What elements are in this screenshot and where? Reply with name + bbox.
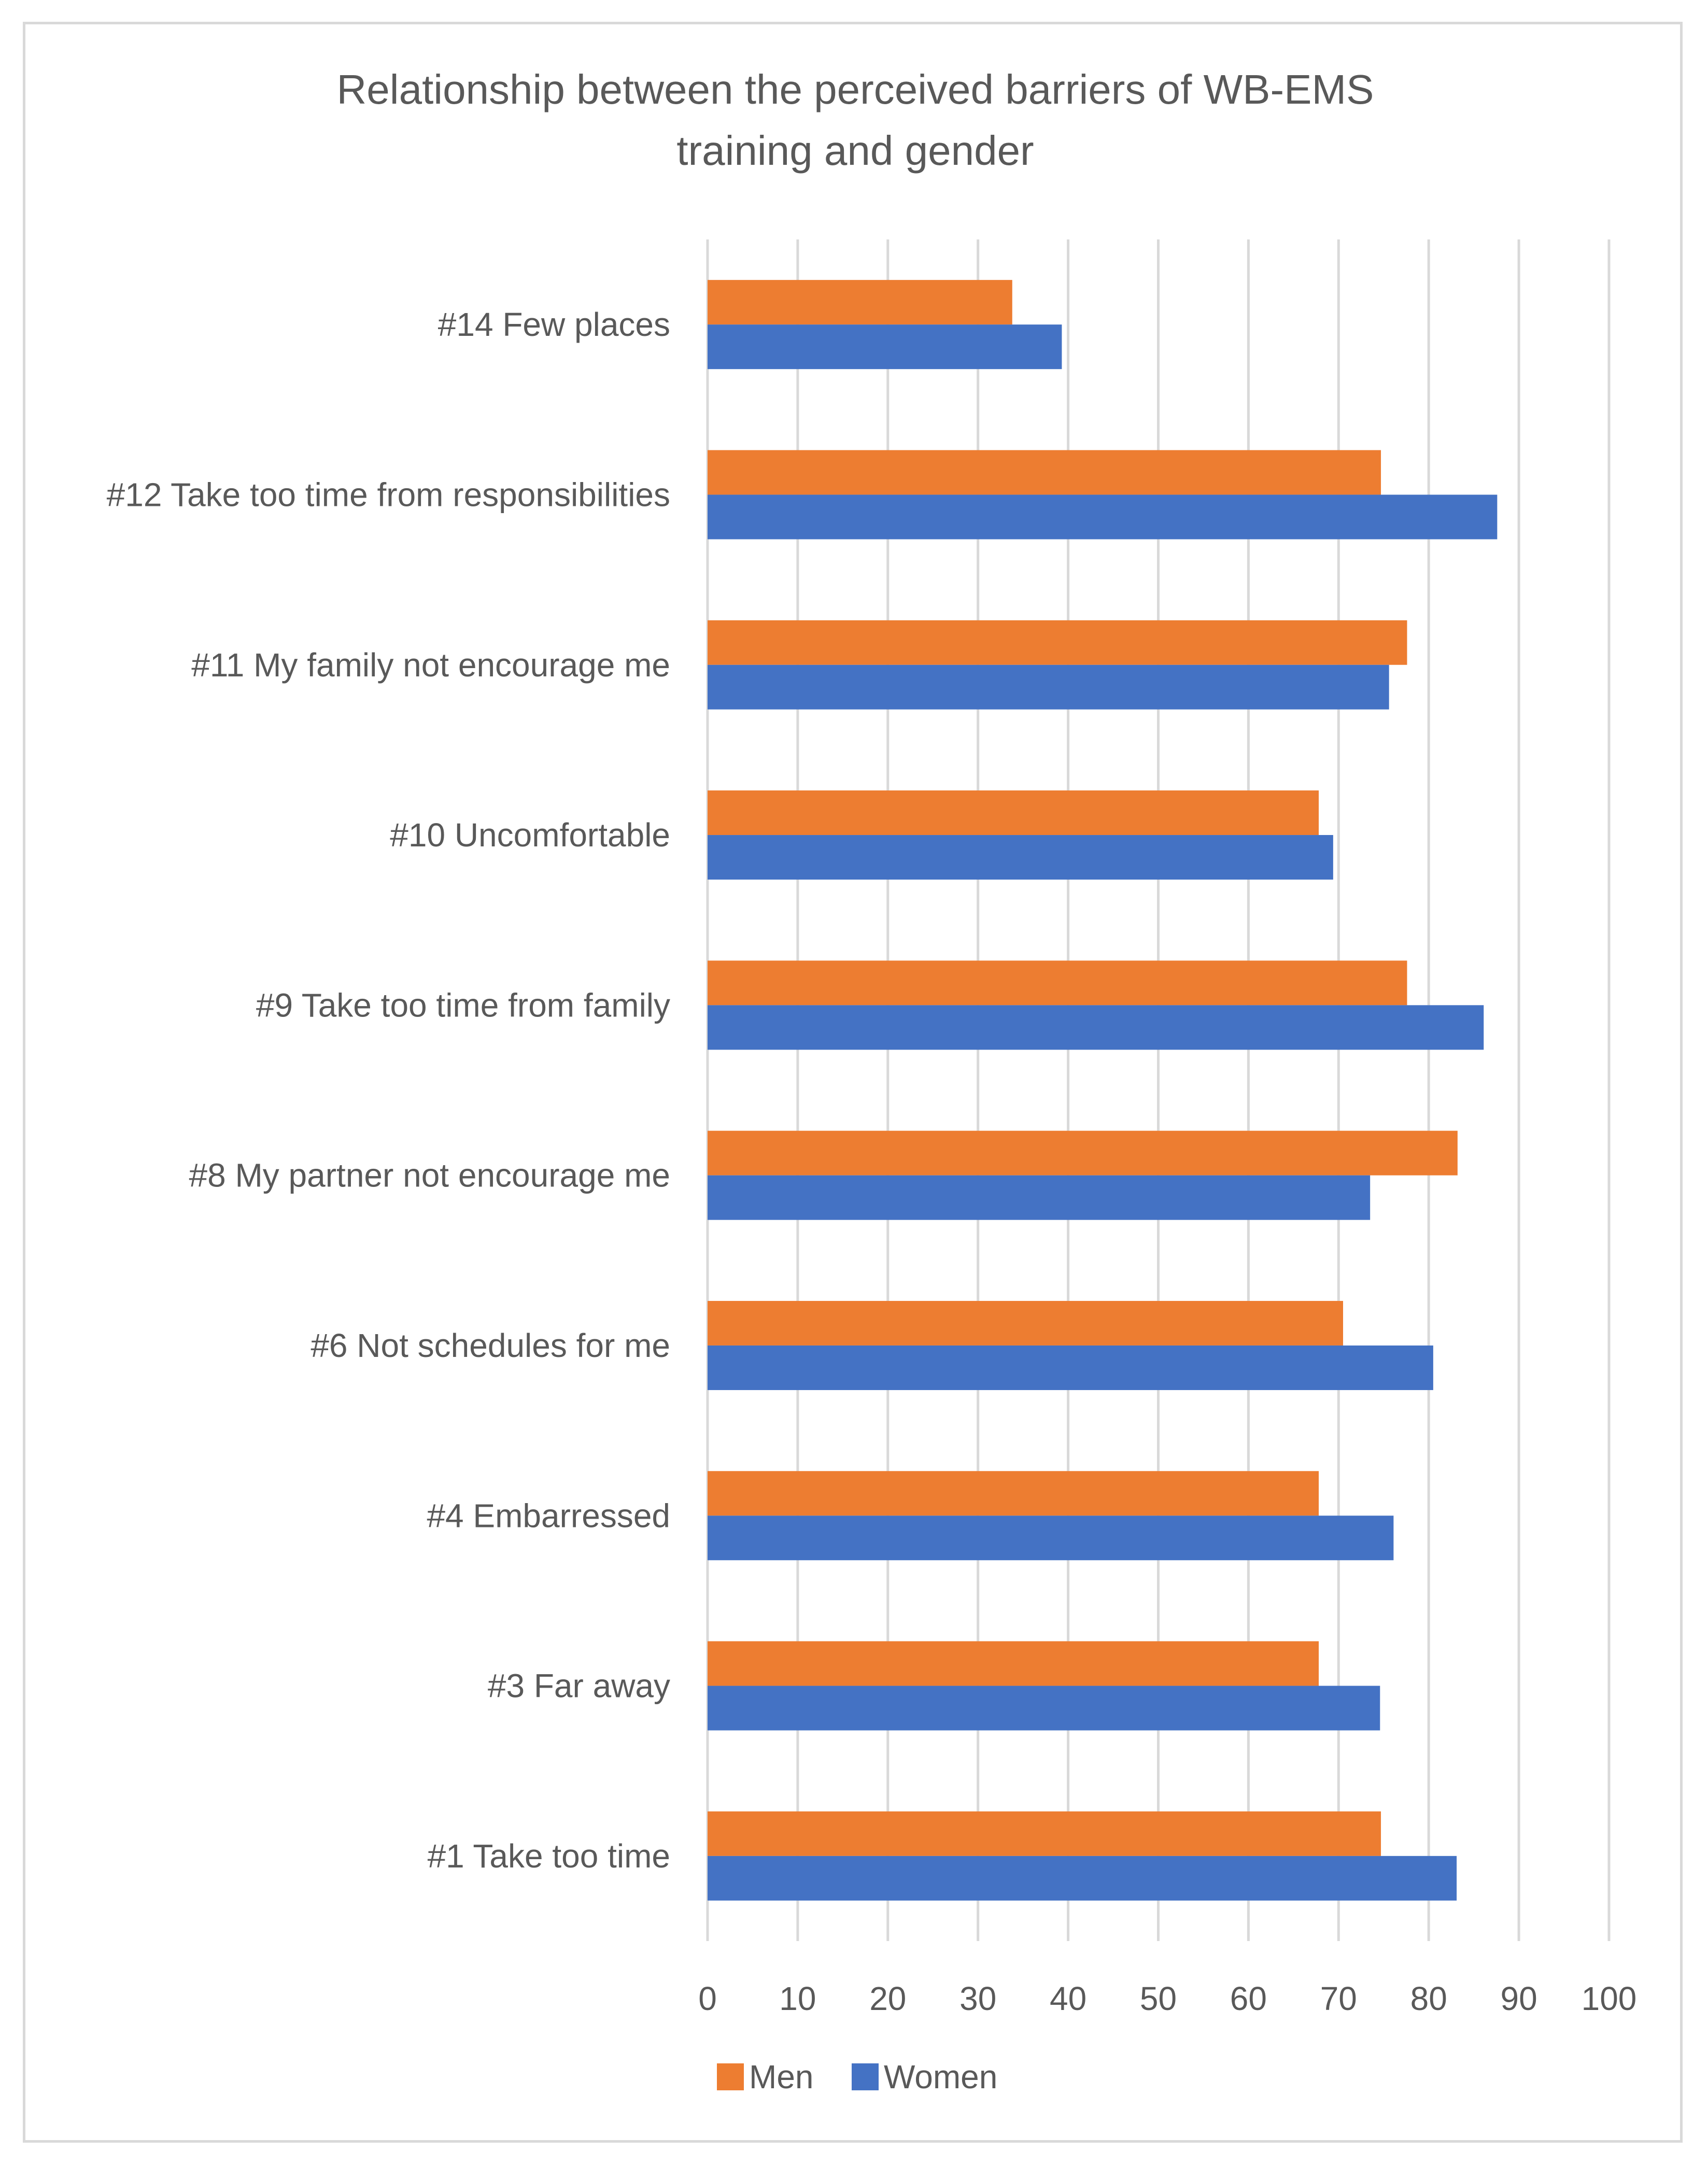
x-tick-labels: 0 10 20 30 40 50 60 70 80 90 100 — [698, 1980, 1636, 2017]
x-tick-label: 30 — [959, 1980, 996, 2017]
x-tick-label: 80 — [1410, 1980, 1447, 2017]
chart-title-line-1: Relationship between the perceived barri… — [337, 66, 1374, 112]
x-tick-label: 60 — [1230, 1980, 1267, 2017]
category-label: #9 Take too time from family — [256, 986, 670, 1024]
chart-frame — [23, 22, 1683, 2143]
category-label: #11 My family not encourage me — [191, 646, 670, 684]
category-label: #3 Far away — [488, 1667, 670, 1705]
x-tick-label: 100 — [1582, 1980, 1637, 2017]
x-tick-label: 40 — [1050, 1980, 1086, 2017]
category-label: #14 Few places — [438, 306, 670, 343]
legend-label-women: Women — [884, 2058, 997, 2096]
category-label: #12 Take too time from responsibilities — [107, 476, 670, 513]
chart-title: Relationship between the perceived barri… — [337, 66, 1374, 174]
category-label: #8 My partner not encourage me — [189, 1157, 670, 1194]
bar-women-0 — [708, 324, 1062, 370]
bar-men-6 — [708, 1300, 1343, 1346]
category-label: #10 Uncomfortable — [390, 816, 670, 854]
bar-men-7 — [708, 1471, 1319, 1516]
bar-women-1 — [708, 494, 1498, 540]
bar-women-3 — [708, 835, 1333, 880]
bar-women-2 — [708, 664, 1389, 710]
x-tick-label: 0 — [698, 1980, 717, 2017]
bar-men-3 — [708, 790, 1319, 836]
bar-men-5 — [708, 1130, 1458, 1176]
bar-men-9 — [708, 1811, 1381, 1856]
bar-men-2 — [708, 620, 1407, 665]
bar-men-0 — [708, 280, 1012, 325]
x-tick-label: 20 — [869, 1980, 906, 2017]
legend-swatch-men — [717, 2063, 744, 2090]
legend-label-men: Men — [749, 2058, 814, 2096]
category-label: #6 Not schedules for me — [310, 1327, 670, 1364]
bar-women-9 — [708, 1856, 1457, 1901]
legend: Men Women — [717, 2058, 997, 2096]
legend-swatch-women — [852, 2063, 879, 2090]
x-tick-label: 70 — [1320, 1980, 1357, 2017]
bar-men-1 — [708, 450, 1381, 495]
bar-women-5 — [708, 1175, 1371, 1220]
bar-women-8 — [708, 1686, 1380, 1731]
x-tick-label: 50 — [1140, 1980, 1177, 2017]
category-label: #4 Embarressed — [427, 1497, 670, 1534]
chart-title-line-2: training and gender — [676, 128, 1034, 174]
x-tick-label: 90 — [1501, 1980, 1537, 2017]
bar-men-8 — [708, 1641, 1319, 1686]
bar-women-7 — [708, 1516, 1394, 1561]
category-labels: #14 Few places #12 Take too time from res… — [107, 306, 670, 1875]
bar-men-4 — [708, 960, 1407, 1006]
bars — [708, 280, 1498, 1901]
bar-women-4 — [708, 1005, 1484, 1050]
bar-women-6 — [708, 1345, 1433, 1390]
category-label: #1 Take too time — [428, 1837, 670, 1875]
x-tick-label: 10 — [779, 1980, 816, 2017]
